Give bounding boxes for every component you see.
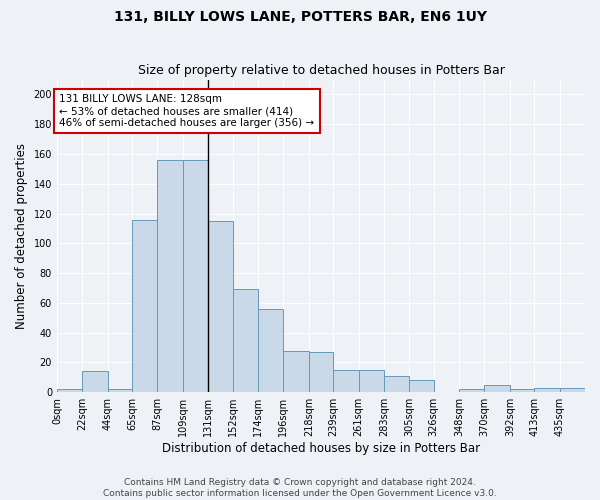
Bar bbox=[132, 220, 157, 392]
Bar bbox=[409, 380, 434, 392]
Bar bbox=[57, 389, 82, 392]
Bar bbox=[459, 389, 484, 392]
Title: Size of property relative to detached houses in Potters Bar: Size of property relative to detached ho… bbox=[137, 64, 505, 77]
Bar bbox=[183, 160, 208, 392]
Bar bbox=[309, 352, 333, 392]
Bar bbox=[510, 389, 534, 392]
Bar bbox=[108, 389, 132, 392]
Text: 131 BILLY LOWS LANE: 128sqm
← 53% of detached houses are smaller (414)
46% of se: 131 BILLY LOWS LANE: 128sqm ← 53% of det… bbox=[59, 94, 314, 128]
Bar bbox=[208, 221, 233, 392]
Bar bbox=[333, 370, 359, 392]
Bar bbox=[359, 370, 384, 392]
Bar bbox=[484, 385, 510, 392]
Text: Contains HM Land Registry data © Crown copyright and database right 2024.
Contai: Contains HM Land Registry data © Crown c… bbox=[103, 478, 497, 498]
Bar bbox=[534, 388, 560, 392]
X-axis label: Distribution of detached houses by size in Potters Bar: Distribution of detached houses by size … bbox=[162, 442, 480, 455]
Bar bbox=[283, 350, 309, 392]
Bar bbox=[560, 388, 585, 392]
Bar bbox=[157, 160, 183, 392]
Bar bbox=[233, 290, 258, 392]
Bar bbox=[384, 376, 409, 392]
Bar bbox=[258, 309, 283, 392]
Bar bbox=[82, 372, 108, 392]
Text: 131, BILLY LOWS LANE, POTTERS BAR, EN6 1UY: 131, BILLY LOWS LANE, POTTERS BAR, EN6 1… bbox=[113, 10, 487, 24]
Y-axis label: Number of detached properties: Number of detached properties bbox=[15, 143, 28, 329]
